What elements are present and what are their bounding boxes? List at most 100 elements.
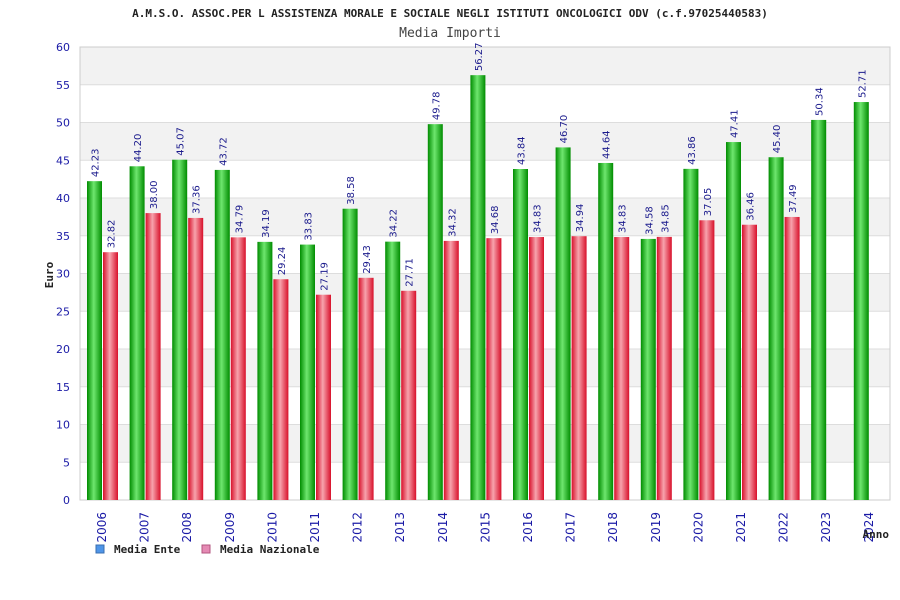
data-label: 34.32 (447, 208, 458, 237)
data-label: 34.68 (490, 206, 501, 235)
data-label: 36.46 (746, 192, 757, 221)
bar-media-nazionale (103, 252, 118, 500)
bar-media-ente (513, 169, 528, 500)
data-label: 38.00 (149, 180, 160, 209)
x-tick-label: 2022 (777, 512, 791, 543)
data-label: 43.72 (218, 137, 229, 166)
x-tick-label: 2021 (734, 512, 748, 543)
bar-media-ente (300, 244, 315, 500)
legend-label-media-nazionale: Media Nazionale (220, 543, 320, 556)
bar-media-ente (172, 159, 188, 500)
legend-label-media-ente: Media Ente (114, 543, 181, 556)
bar-media-nazionale (699, 220, 715, 500)
data-label: 46.70 (559, 115, 570, 144)
bar-media-nazionale (443, 240, 459, 500)
y-axis: 0 5 10 15 20 25 30 35 40 45 50 55 60 (56, 41, 70, 507)
bar-media-nazionale (784, 216, 800, 500)
y-tick-label: 45 (56, 154, 70, 167)
data-label: 34.85 (660, 204, 671, 233)
bar-media-ente (598, 162, 614, 500)
data-label: 52.71 (857, 69, 868, 98)
data-label: 29.43 (362, 245, 373, 274)
y-tick-label: 5 (63, 456, 70, 469)
bar-media-nazionale (230, 237, 246, 500)
x-tick-label: 2011 (308, 512, 322, 543)
bar-media-nazionale (529, 237, 544, 500)
bar-media-ente (768, 157, 784, 501)
y-tick-label: 50 (56, 117, 70, 130)
bar-media-nazionale (273, 279, 289, 500)
x-tick-label: 2007 (138, 512, 152, 543)
y-tick-label: 20 (56, 343, 70, 356)
bar-media-nazionale (656, 236, 672, 500)
bar-media-ente (385, 241, 401, 500)
data-label: 34.83 (618, 204, 629, 233)
x-tick-label: 2019 (649, 512, 663, 543)
bar-media-nazionale (614, 237, 630, 500)
chart-title: A.M.S.O. ASSOC.PER L ASSISTENZA MORALE E… (132, 7, 768, 20)
data-label: 42.23 (91, 149, 102, 178)
bar-media-ente (129, 166, 145, 501)
bar-media-ente (427, 124, 443, 500)
bar-media-nazionale (571, 236, 587, 500)
legend-swatch-media-nazionale (201, 544, 211, 554)
y-tick-label: 40 (56, 192, 70, 205)
x-tick-label: 2012 (351, 512, 365, 543)
x-tick-label: 2024 (862, 512, 876, 543)
bar-media-ente (640, 238, 656, 500)
data-label: 50.34 (815, 87, 826, 116)
y-tick-label: 0 (63, 494, 70, 507)
x-tick-label: 2009 (223, 512, 237, 543)
bar-media-ente (342, 208, 358, 500)
y-tick-label: 30 (56, 268, 70, 281)
bar-media-ente (555, 147, 571, 501)
data-label: 44.20 (133, 134, 144, 163)
data-label: 45.07 (176, 127, 187, 156)
data-labels: 42.23 32.82 44.20 38.00 45.07 37.36 43.72 34.79… (91, 43, 869, 291)
x-tick-label: 2008 (180, 512, 194, 543)
bar-media-ente (214, 169, 230, 500)
data-label: 47.41 (730, 109, 741, 138)
x-tick-label: 2014 (436, 512, 450, 543)
bar-media-nazionale (188, 217, 204, 500)
legend: Media Ente Media Nazionale (95, 543, 320, 556)
data-label: 56.27 (474, 43, 485, 72)
x-tick-label: 2016 (521, 512, 535, 543)
data-label: 27.71 (405, 258, 416, 287)
data-label: 45.40 (772, 125, 783, 154)
data-label: 44.64 (602, 130, 613, 159)
legend-swatch-media-ente (95, 544, 105, 554)
bar-media-ente (470, 75, 486, 500)
data-label: 32.82 (107, 220, 118, 249)
x-tick-label: 2023 (819, 512, 833, 543)
data-label: 34.94 (575, 204, 586, 233)
data-label: 34.83 (533, 204, 544, 233)
y-tick-label: 15 (56, 381, 70, 394)
data-label: 37.05 (703, 188, 714, 217)
bars (87, 75, 869, 501)
x-tick-label: 2010 (265, 512, 279, 543)
bar-media-nazionale (316, 294, 331, 500)
data-label: 43.84 (517, 136, 528, 165)
data-label: 34.58 (644, 206, 655, 235)
bar-media-ente (257, 241, 273, 501)
data-label: 33.83 (304, 212, 315, 241)
bar-media-ente (853, 102, 869, 501)
y-tick-label: 55 (56, 79, 70, 92)
data-label: 27.19 (320, 262, 331, 291)
data-label: 43.86 (687, 136, 698, 165)
y-axis-label: Euro (43, 261, 56, 288)
bar-media-nazionale (358, 277, 374, 500)
y-tick-label: 35 (56, 230, 70, 243)
y-tick-label: 10 (56, 419, 70, 432)
x-tick-label: 2013 (393, 512, 407, 543)
bar-media-ente (87, 181, 102, 500)
data-label: 49.78 (431, 92, 442, 121)
chart-subtitle: Media Importi (399, 26, 501, 41)
x-tick-label: 2017 (564, 512, 578, 543)
bar-media-nazionale (742, 224, 757, 501)
x-axis-label: Anno (863, 528, 890, 541)
bar-media-nazionale (486, 238, 502, 500)
bar-media-nazionale (145, 213, 161, 500)
